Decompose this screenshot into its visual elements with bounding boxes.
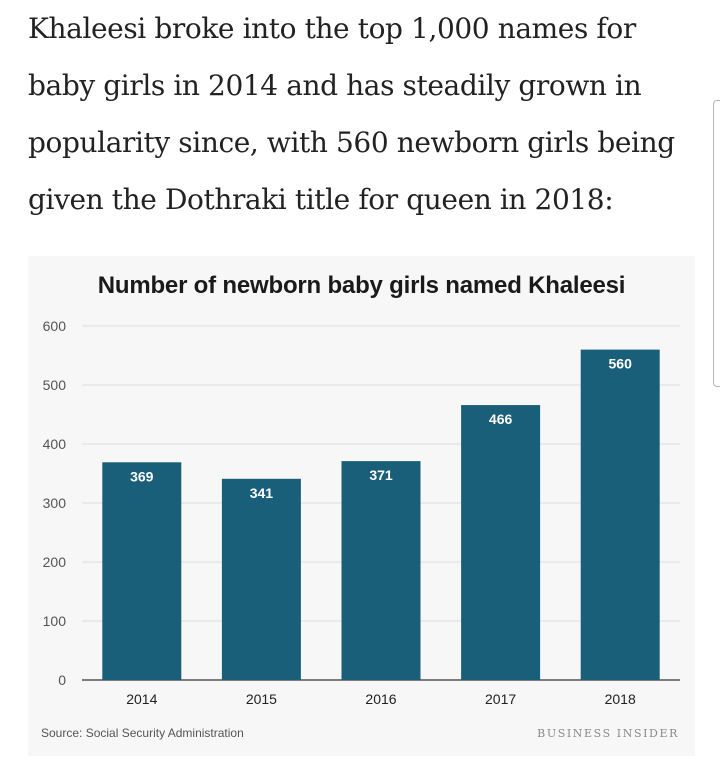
- bar-chart: 0 100 200 300 400 500 600 369 2014 341 2015 371 2016…: [43, 318, 680, 707]
- bar-value-label: 371: [369, 467, 393, 483]
- y-tick-label: 300: [43, 495, 67, 511]
- y-tick-label: 500: [43, 377, 67, 393]
- x-tick-label: 2015: [246, 691, 277, 707]
- chart-card: 0 100 200 300 400 500 600 369 2014 341 2015 371 2016…: [28, 256, 695, 756]
- scrollbar[interactable]: [713, 100, 720, 387]
- y-tick-label: 400: [43, 436, 67, 452]
- source-text: Social Security Administration: [85, 726, 244, 740]
- bar: [461, 405, 541, 680]
- bar-value-label: 341: [250, 485, 274, 501]
- brand-logo: BUSINESS INSIDER: [537, 727, 679, 740]
- y-tick-label: 600: [43, 318, 67, 334]
- article-paragraph: Khaleesi broke into the top 1,000 names …: [28, 12, 675, 216]
- y-tick-label: 100: [43, 613, 67, 629]
- y-tick-label: 200: [43, 554, 67, 570]
- bar-value-label: 369: [130, 468, 154, 484]
- bar: [580, 349, 660, 680]
- x-tick-label: 2016: [365, 691, 396, 707]
- bar-value-label: 560: [609, 356, 633, 372]
- chart-title: Number of newborn baby girls named Khale…: [97, 272, 626, 299]
- x-tick-label: 2017: [485, 691, 516, 707]
- x-tick-label: 2018: [605, 691, 636, 707]
- source-label: Source:: [41, 726, 83, 740]
- y-tick-label: 0: [58, 672, 66, 688]
- x-tick-label: 2014: [126, 691, 157, 707]
- bar-value-label: 466: [489, 411, 513, 427]
- bar: [221, 478, 301, 680]
- bar: [341, 461, 421, 680]
- bar: [102, 462, 182, 680]
- chart-source: Source: Social Security Administration: [41, 726, 244, 740]
